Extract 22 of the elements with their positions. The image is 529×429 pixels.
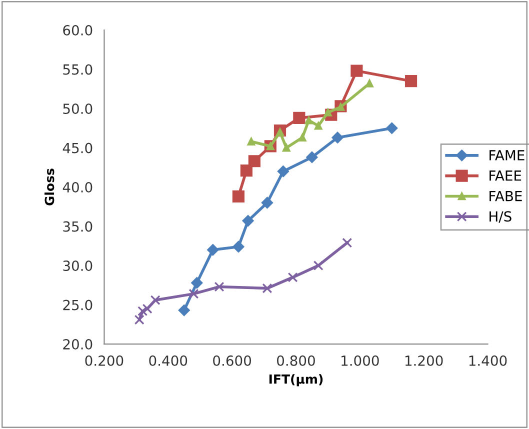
y-tick-label: 50.0 — [63, 104, 92, 114]
x-tick-label: 1.400 — [469, 355, 507, 366]
x-axis-title: IFT(μm) — [269, 374, 323, 386]
y-tick-label: 45.0 — [62, 142, 92, 154]
x-tick-label: 0.400 — [149, 355, 188, 366]
x-tick-label: 0.800 — [277, 355, 315, 366]
legend-label: FAEE — [490, 170, 522, 181]
legend-label: FAME — [490, 150, 524, 160]
y-axis-title: Gloss — [44, 168, 54, 206]
y-tick-label: 20.0 — [63, 339, 92, 350]
x-tick-label: 0.600 — [213, 355, 252, 366]
x-tick-label: 1.200 — [405, 355, 443, 366]
legend-label: H/S — [490, 211, 512, 223]
x-tick-label: 0.200 — [85, 355, 124, 366]
y-tick-label: 55.0 — [63, 64, 92, 75]
y-tick-label: 30.0 — [63, 260, 92, 272]
y-tick-label: 25.0 — [63, 300, 92, 310]
legend-label: FABE — [490, 190, 522, 202]
x-tick-label: 1.000 — [342, 355, 379, 366]
y-tick-label: 40.0 — [62, 182, 92, 193]
y-tick-label: 60.0 — [63, 25, 92, 36]
y-tick-label: 35.0 — [63, 221, 92, 232]
